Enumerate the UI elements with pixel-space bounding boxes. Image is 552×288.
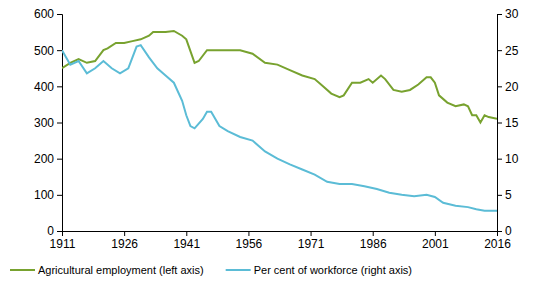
chart: 1911192619411956197119862001201601002003…	[0, 0, 552, 288]
tick-mark	[57, 159, 62, 160]
tick-mark	[497, 159, 502, 160]
tick-label: 200	[34, 152, 54, 166]
tick-label: 2016	[484, 237, 511, 251]
tick-label: 300	[34, 116, 54, 130]
tick-mark	[57, 123, 62, 124]
legend-item: Per cent of workforce (right axis)	[226, 264, 412, 276]
tick: 5	[497, 188, 512, 202]
tick-mark	[373, 231, 374, 236]
tick-label: 1941	[173, 237, 200, 251]
tick-mark	[497, 123, 502, 124]
axis-line	[63, 232, 498, 237]
tick-label: 0	[47, 224, 54, 238]
tick: 600	[34, 7, 62, 21]
legend-item: Agricultural employment (left axis)	[10, 264, 204, 276]
legend-label: Per cent of workforce (right axis)	[254, 264, 412, 276]
tick: 1971	[298, 231, 325, 251]
lines	[62, 31, 497, 211]
series-line	[62, 31, 497, 123]
legend-swatch	[10, 269, 35, 271]
tick-mark	[497, 195, 502, 196]
tick: 1926	[111, 231, 138, 251]
tick-mark	[57, 50, 62, 51]
tick: 0	[497, 224, 512, 238]
tick-label: 400	[34, 80, 54, 94]
tick: 1956	[236, 231, 263, 251]
x-axis: 1911 1926 1941 1956 1971 1986 2001 2016	[50, 231, 512, 251]
tick: 20	[497, 80, 519, 94]
y-axis-left: 0 100 200 300 400 500 600	[34, 7, 63, 238]
tick-mark	[497, 86, 502, 87]
tick-mark	[57, 231, 62, 232]
tick-label: 10	[505, 152, 519, 166]
tick: 1941	[173, 231, 200, 251]
tick-label: 1911	[50, 237, 76, 251]
tick-mark	[186, 231, 187, 236]
tick-label: 1986	[360, 237, 387, 251]
legend: Agricultural employment (left axis) Per c…	[10, 264, 412, 276]
tick-label: 15	[505, 116, 519, 130]
tick-label: 100	[34, 188, 54, 202]
tick-label: 1956	[236, 237, 263, 251]
tick: 30	[497, 7, 519, 21]
tick-label: 20	[505, 80, 519, 94]
tick-mark	[124, 231, 125, 236]
legend-swatch	[226, 269, 251, 271]
tick-mark	[497, 50, 502, 51]
legend-label: Agricultural employment (left axis)	[38, 264, 204, 276]
axis-line	[498, 15, 503, 232]
tick: 500	[34, 44, 62, 58]
tick: 400	[34, 80, 62, 94]
tick-mark	[57, 14, 62, 15]
tick-mark	[57, 195, 62, 196]
tick: 100	[34, 188, 62, 202]
tick-label: 500	[34, 44, 54, 58]
tick-label: 25	[505, 44, 519, 58]
axis-line	[57, 15, 63, 232]
tick: 1986	[360, 231, 387, 251]
tick-mark	[311, 231, 312, 236]
tick-label: 600	[34, 7, 54, 21]
tick-mark	[57, 86, 62, 87]
tick-label: 2001	[422, 237, 449, 251]
tick-mark	[435, 231, 436, 236]
tick-mark	[497, 231, 502, 232]
tick-mark	[248, 231, 249, 236]
tick: 200	[34, 152, 62, 166]
tick-label: 30	[505, 7, 519, 21]
tick: 25	[497, 44, 519, 58]
tick-label: 5	[505, 188, 512, 202]
tick: 0	[47, 224, 62, 238]
tick-label: 1926	[111, 237, 138, 251]
tick: 10	[497, 152, 519, 166]
tick: 15	[497, 116, 519, 130]
y-axis-right: 0 5 10 15 20 25 30	[497, 7, 519, 238]
plot: 1911192619411956197119862001201601002003…	[34, 7, 519, 250]
series-line	[62, 45, 497, 211]
tick-label: 0	[505, 224, 512, 238]
tick: 2001	[422, 231, 449, 251]
tick: 300	[34, 116, 62, 130]
tick-label: 1971	[298, 237, 325, 251]
tick-mark	[497, 14, 502, 15]
